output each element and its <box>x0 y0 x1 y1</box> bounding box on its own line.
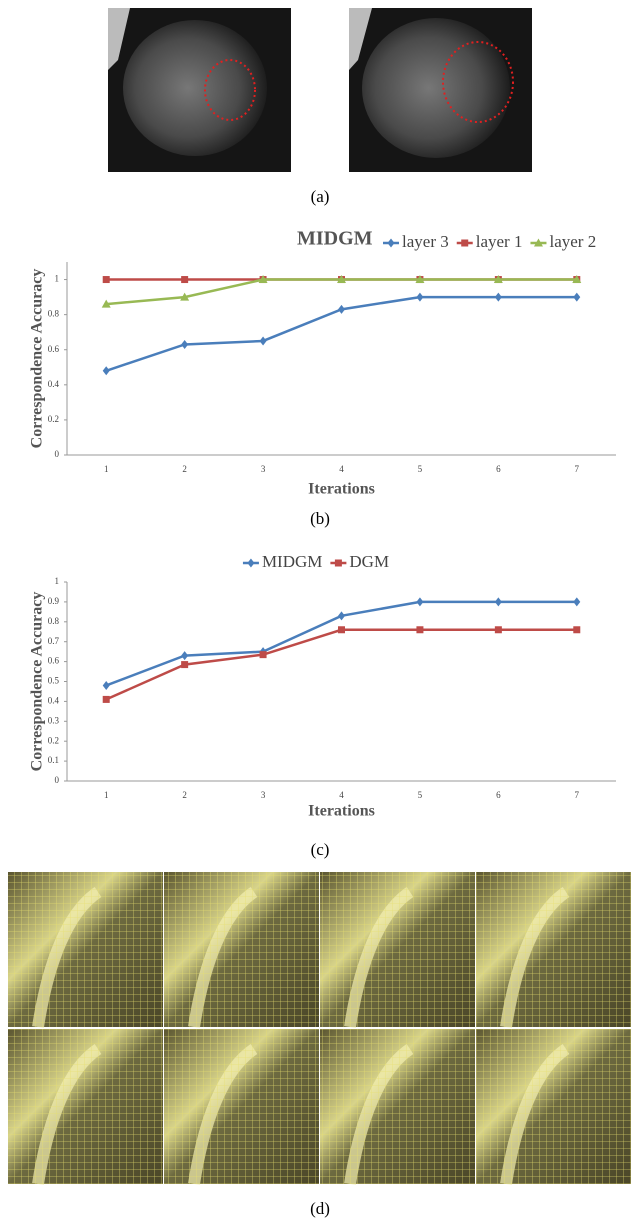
x-tick-label: 3 <box>261 790 266 800</box>
mri-images <box>108 8 532 172</box>
point <box>494 292 502 302</box>
point <box>494 626 502 634</box>
y-tick-label: 0.4 <box>48 695 60 705</box>
y-tick-label: 1 <box>55 576 60 586</box>
y-axis-label: Correspondence Accuracy <box>29 269 46 449</box>
point <box>181 661 189 669</box>
x-tick-label: 6 <box>496 790 501 800</box>
caption: (b) <box>310 509 330 528</box>
point <box>102 366 110 376</box>
x-axis-label: Iterations <box>308 803 375 820</box>
y-tick-label: 0.2 <box>48 414 59 424</box>
point <box>337 275 346 284</box>
point <box>102 276 110 284</box>
y-tick-label: 0.5 <box>48 676 60 686</box>
caption: (a) <box>311 187 330 206</box>
y-tick-label: 0.9 <box>48 596 60 606</box>
y-tick-label: 0.4 <box>48 379 60 389</box>
point <box>258 275 268 284</box>
point <box>101 299 111 308</box>
x-tick-label: 7 <box>575 464 580 474</box>
x-tick-label: 5 <box>418 790 423 800</box>
legend-label: DGM <box>349 552 389 571</box>
point <box>181 339 189 349</box>
x-tick-label: 7 <box>575 790 580 800</box>
point <box>338 304 345 314</box>
point <box>102 680 110 690</box>
x-tick-label: 2 <box>182 464 187 474</box>
x-tick-label: 1 <box>104 790 109 800</box>
deformation-grids <box>8 872 631 1185</box>
caption: (c) <box>311 840 330 859</box>
series-line <box>106 278 577 306</box>
point <box>259 651 267 659</box>
point <box>573 597 581 607</box>
point <box>180 292 190 301</box>
legend-label: MIDGM <box>262 552 322 571</box>
x-tick-label: 1 <box>104 464 109 474</box>
legend-label: layer 3 <box>402 232 449 251</box>
legend: layer 3 layer 1 layer 2 <box>383 232 596 251</box>
x-tick-label: 4 <box>339 790 344 800</box>
legend-label: layer 1 <box>476 232 523 251</box>
x-tick-label: 3 <box>261 464 266 474</box>
point <box>573 626 581 634</box>
y-axis-label: Correspondence Accuracy <box>29 592 46 772</box>
y-tick-label: 0.8 <box>48 309 60 319</box>
chart-b: 0 0.2 0.4 0.6 0.8 1 1 2 3 4 5 6 7 Iterations Correspon… <box>29 228 616 498</box>
y-tick-label: 0.7 <box>48 636 60 646</box>
x-tick-label: 6 <box>496 464 501 474</box>
point <box>181 651 189 661</box>
y-tick-label: 0.2 <box>48 735 59 745</box>
y-tick-label: 0 <box>55 449 60 459</box>
point <box>494 597 502 607</box>
y-tick-label: 0 <box>55 775 60 785</box>
chart-c: 0 0.1 0.2 0.3 0.4 0.5 0.6 0.7 0.8 0.9 1 1 2 3 4 5 6 7 Iter… <box>29 552 616 820</box>
point <box>338 611 345 621</box>
x-tick-label: 5 <box>418 464 423 474</box>
x-tick-label: 4 <box>339 464 344 474</box>
point <box>415 275 425 284</box>
point <box>387 238 395 248</box>
y-tick-label: 0.8 <box>48 616 60 626</box>
caption: (d) <box>310 1199 330 1218</box>
x-axis-label: Iterations <box>308 481 375 498</box>
point <box>416 626 424 634</box>
point <box>573 292 581 302</box>
x-tick-label: 2 <box>182 790 187 800</box>
chart-title: MIDGM <box>297 228 373 250</box>
point <box>338 626 345 634</box>
point <box>416 292 424 302</box>
point <box>493 275 503 284</box>
point <box>181 276 189 284</box>
point <box>533 238 543 247</box>
point <box>572 275 582 284</box>
point <box>334 559 342 567</box>
point <box>416 597 424 607</box>
legend: MIDGM DGM <box>242 552 389 571</box>
y-tick-label: 0.6 <box>48 656 60 666</box>
point <box>247 558 255 568</box>
y-tick-label: 0.1 <box>48 755 59 765</box>
series-line <box>105 628 577 701</box>
point <box>259 336 267 346</box>
y-tick-label: 1 <box>55 274 60 284</box>
legend-label: layer 2 <box>549 232 596 251</box>
y-tick-label: 0.6 <box>48 344 60 354</box>
y-tick-label: 0.3 <box>48 715 60 725</box>
point <box>102 695 110 703</box>
point <box>461 239 469 247</box>
